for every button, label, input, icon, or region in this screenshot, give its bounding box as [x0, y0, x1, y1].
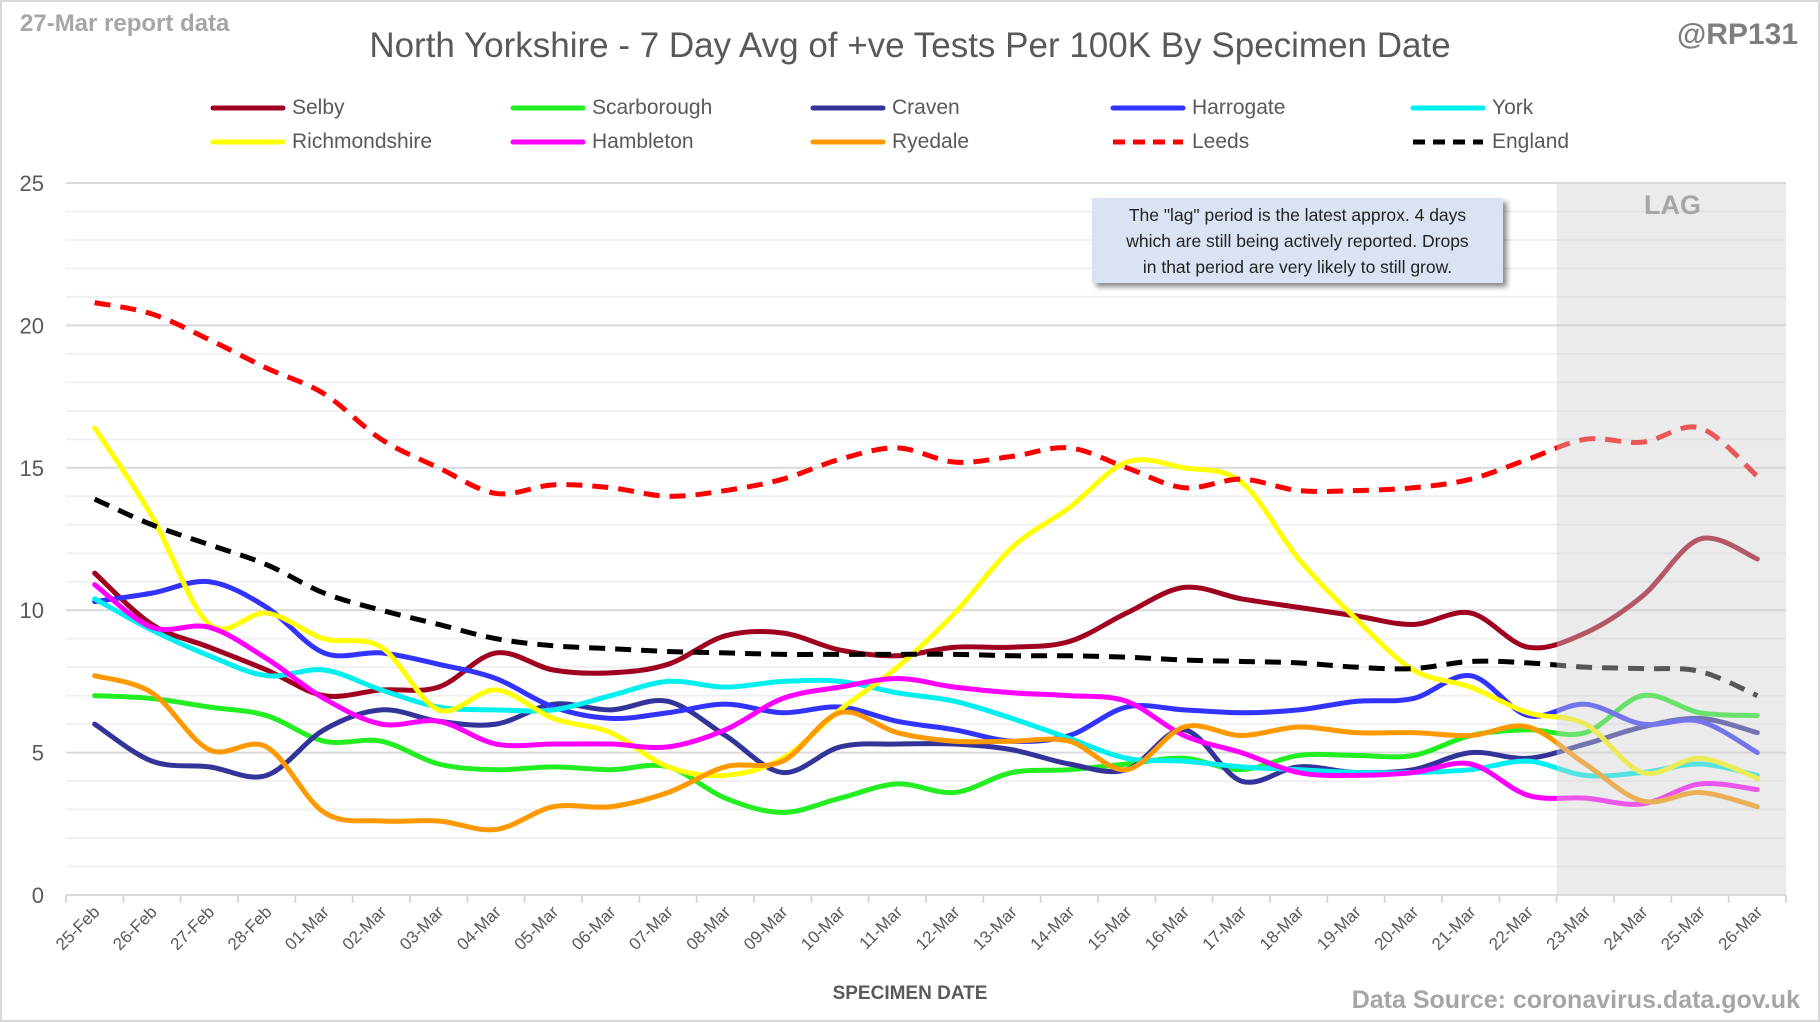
legend-label: Scarborough: [592, 96, 713, 119]
series-line-leeds: [94, 300, 1760, 499]
x-tick-label: 06-Mar: [568, 902, 620, 954]
legend-item: England: [1410, 130, 1569, 154]
legend-label: Craven: [892, 96, 960, 119]
x-tick-label: 05-Mar: [511, 902, 563, 954]
series-line-selby: [92, 535, 1760, 699]
x-tick-label: 11-Mar: [856, 902, 907, 953]
legend-item: Selby: [210, 96, 345, 120]
legend-swatch-icon: [1413, 139, 1483, 145]
legend-swatch-icon: [210, 105, 286, 111]
x-tick-label: 22-Mar: [1485, 902, 1537, 954]
x-tick-label: 28-Feb: [224, 902, 276, 954]
series-line-york: [92, 596, 1760, 779]
series-line-ryedale: [92, 673, 1760, 833]
x-tick-label: 27-Feb: [167, 902, 219, 954]
legend-swatch-icon: [510, 105, 586, 111]
x-tick-label: 15-Mar: [1084, 902, 1136, 954]
report-date-label: 27-Mar report data: [20, 10, 230, 37]
x-tick-label: 08-Mar: [683, 902, 735, 954]
lag-note-line: in that period are very likely to still …: [1142, 257, 1453, 277]
x-tick-label: 03-Mar: [396, 902, 448, 954]
y-tick-label: 0: [32, 883, 44, 908]
legend-label: Harrogate: [1192, 96, 1286, 119]
legend-item: Craven: [810, 96, 960, 120]
legend-label: Selby: [292, 96, 345, 119]
lag-label: LAG: [1644, 190, 1701, 220]
x-tick-label: 01-Mar: [281, 902, 333, 954]
legend-swatch-icon: [810, 105, 886, 111]
lag-shade: [1556, 183, 1786, 895]
y-tick-label: 25: [20, 171, 44, 196]
x-tick-label: 20-Mar: [1371, 902, 1423, 954]
legend-label: England: [1492, 130, 1570, 153]
chart-title: North Yorkshire - 7 Day Avg of +ve Tests…: [369, 26, 1451, 65]
x-tick-label: 10-Mar: [797, 902, 849, 954]
legend-item: Scarborough: [510, 96, 712, 120]
y-tick-label: 5: [32, 741, 44, 766]
legend-swatch-icon: [510, 139, 586, 145]
x-tick-label: 23-Mar: [1543, 902, 1595, 954]
x-tick-label: 12-Mar: [912, 902, 964, 954]
series-line-england: [93, 496, 1759, 698]
series-line-harrogate: [92, 578, 1760, 756]
legend-label: Ryedale: [892, 130, 970, 153]
legend-label: York: [1492, 96, 1534, 119]
lag-note-line: The "lag" period is the latest approx. 4…: [1128, 205, 1467, 225]
legend-swatch-icon: [210, 139, 286, 145]
y-tick-label: 10: [20, 598, 44, 623]
x-tick-label: 16-Mar: [1141, 902, 1193, 954]
x-tick-label: 19-Mar: [1313, 902, 1365, 954]
series-line-hambleton: [92, 582, 1760, 807]
legend-item: York: [1410, 96, 1533, 120]
legend-swatch-icon: [1410, 105, 1486, 111]
series-line-craven: [92, 697, 1760, 785]
legend-swatch-icon: [1113, 139, 1183, 145]
x-tick-label: 04-Mar: [453, 902, 505, 954]
x-tick-label: 17-Mar: [1199, 902, 1251, 954]
lag-note: The "lag" period is the latest approx. 4…: [1092, 198, 1503, 283]
y-tick-label: 15: [20, 456, 44, 481]
legend-label: Richmondshire: [292, 130, 433, 153]
legend-item: Leeds: [1110, 130, 1249, 154]
author-handle: @RP131: [1677, 18, 1798, 51]
x-tick-label: 14-Mar: [1027, 902, 1079, 954]
x-tick-label: 13-Mar: [969, 902, 1021, 954]
lag-note-line: which are still being actively reported.…: [1126, 231, 1469, 251]
legend-item: Hambleton: [510, 130, 694, 154]
data-source: Data Source: coronavirus.data.gov.uk: [1351, 986, 1800, 1014]
legend-item: Harrogate: [1110, 96, 1285, 120]
x-tick-label: 07-Mar: [625, 902, 677, 954]
series-line-scarborough: [92, 692, 1760, 815]
x-tick-label: 26-Feb: [109, 902, 161, 954]
x-axis-label: SPECIMEN DATE: [832, 983, 988, 1004]
x-tick-label: 24-Mar: [1600, 902, 1652, 954]
y-tick-label: 20: [20, 313, 44, 338]
x-tick-label: 21-Mar: [1428, 902, 1480, 954]
x-tick-label: 09-Mar: [740, 902, 792, 954]
legend-item: Richmondshire: [210, 130, 432, 154]
x-tick-label: 18-Mar: [1256, 902, 1308, 954]
x-tick-label: 26-Mar: [1715, 902, 1767, 954]
x-tick-label: 25-Mar: [1657, 902, 1709, 954]
x-tick-label: 25-Feb: [52, 902, 104, 954]
legend-swatch-icon: [810, 139, 886, 145]
legend-label: Hambleton: [592, 130, 694, 153]
legend-item: Ryedale: [810, 130, 969, 154]
x-tick-label: 02-Mar: [339, 902, 391, 954]
legend-swatch-icon: [1110, 105, 1186, 111]
legend-label: Leeds: [1192, 130, 1250, 153]
